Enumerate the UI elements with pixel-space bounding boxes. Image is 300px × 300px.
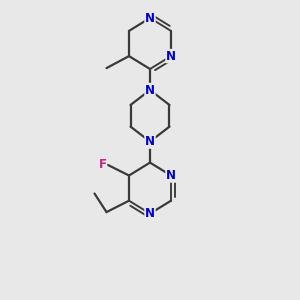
Text: N: N bbox=[145, 11, 155, 25]
Text: N: N bbox=[145, 207, 155, 220]
Text: N: N bbox=[145, 83, 155, 97]
Text: N: N bbox=[166, 50, 176, 63]
Text: N: N bbox=[145, 135, 155, 148]
Text: N: N bbox=[166, 169, 176, 182]
Text: F: F bbox=[98, 158, 106, 172]
